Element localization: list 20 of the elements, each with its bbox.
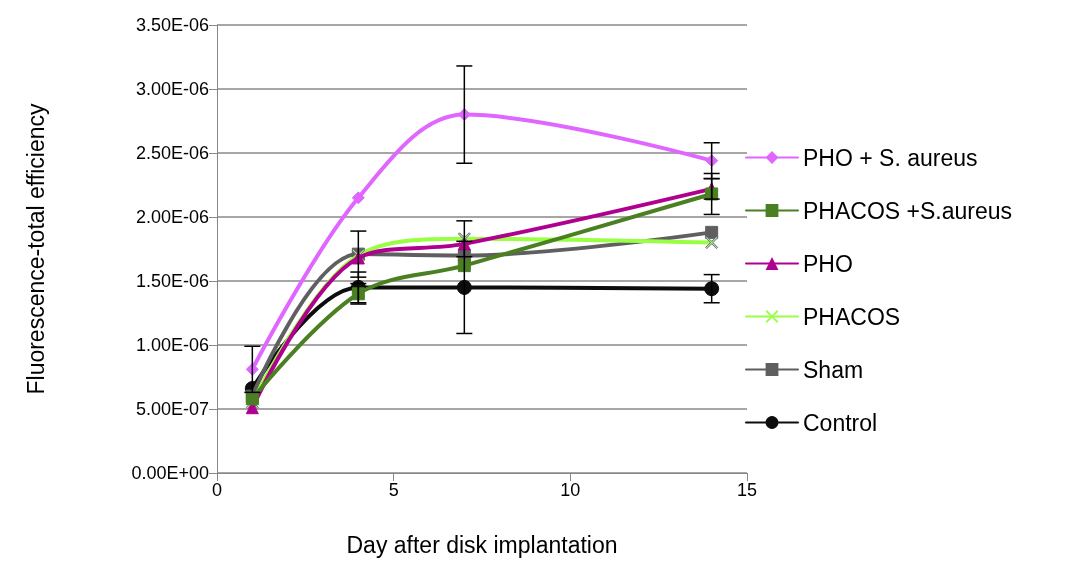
legend-label: PHACOS +S.aureus <box>803 197 1013 224</box>
legend-label: PHO + S. aureus <box>803 144 978 171</box>
legend-label: Sham <box>803 356 864 383</box>
legend-label: Control <box>803 409 878 436</box>
legend-label: PHACOS <box>803 303 901 330</box>
x-axis-title: Day after disk implantation <box>346 531 618 558</box>
y-tick-label: 2.00E-06 <box>135 207 209 227</box>
y-tick-label: 0.00E+00 <box>131 463 209 483</box>
x-tick-label: 10 <box>560 480 581 500</box>
y-tick-label: 5.00E-07 <box>135 399 209 419</box>
y-tick-label: 3.00E-06 <box>135 79 209 99</box>
x-tick-label: 5 <box>388 480 399 500</box>
y-tick-label: 1.00E-06 <box>135 335 209 355</box>
legend-label: PHO <box>803 250 853 277</box>
y-tick-label: 1.50E-06 <box>135 271 209 291</box>
y-tick-label: 3.50E-06 <box>135 15 209 35</box>
x-tick-label: 0 <box>211 480 223 500</box>
x-tick-label: 15 <box>736 480 758 500</box>
y-axis-title: Fluorescence-total efficiency <box>22 102 49 395</box>
y-tick-label: 2.50E-06 <box>135 143 209 163</box>
